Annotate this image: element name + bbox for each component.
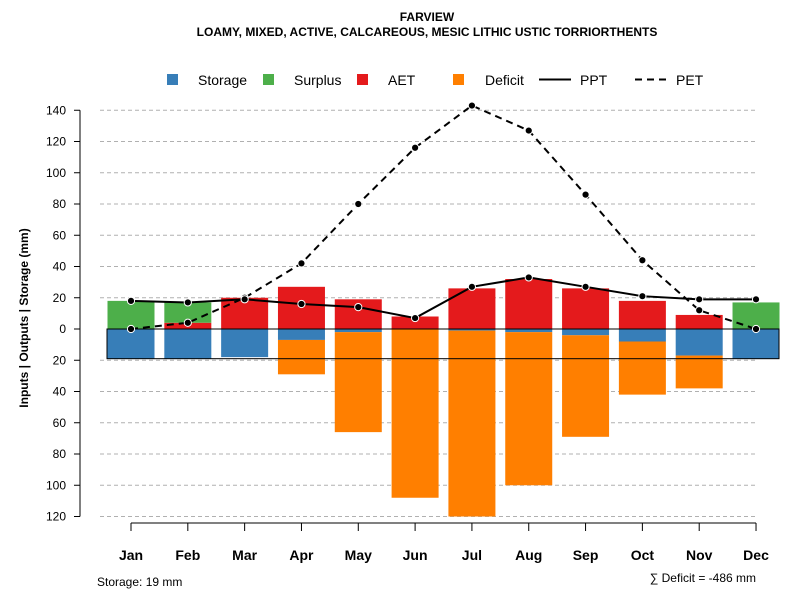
ppt-line [130, 276, 757, 320]
x-tick-label-mar: Mar [232, 547, 257, 563]
ppt-point [411, 313, 420, 323]
legend-swatch-aet [357, 74, 368, 85]
pet-point [354, 199, 363, 209]
axes: 140 120 100 80 60 40 20 0 20 40 60 80 100 120 Jan Feb Ma… [46, 103, 769, 563]
pet-point [183, 318, 192, 327]
legend-swatch-surplus [263, 74, 274, 85]
y-tick-label: 100 [46, 478, 66, 492]
ppt-point [751, 295, 761, 304]
y-tick-label: 80 [53, 447, 67, 461]
ppt-point [581, 282, 590, 291]
pet-point [638, 256, 647, 265]
x-tick-label-apr: Apr [289, 547, 314, 563]
legend-swatch-deficit [453, 74, 464, 85]
y-tick-label: 80 [53, 197, 67, 211]
x-tick-label-dec: Dec [743, 547, 769, 563]
x-tick-label-sep: Sep [573, 547, 599, 563]
y-tick-label: 20 [53, 353, 67, 367]
x-tick-label-aug: Aug [515, 547, 542, 563]
x-tick-label-oct: Oct [631, 547, 655, 563]
y-tick-label: 60 [53, 416, 67, 430]
ppt-point [183, 298, 192, 307]
deficit-bar [618, 341, 666, 395]
storage-bar [675, 329, 723, 356]
y-tick-label: 0 [59, 322, 66, 336]
ppt-point [467, 282, 477, 291]
pet-point [411, 143, 420, 152]
lines [126, 101, 761, 334]
pet-point [751, 324, 761, 334]
storage-bar [334, 329, 382, 333]
storage-bar [277, 329, 325, 340]
legend-label-ppt: PPT [580, 72, 608, 88]
ppt-point [354, 303, 363, 312]
legend-label-deficit: Deficit [485, 72, 524, 88]
aet-bar [391, 316, 439, 329]
y-tick-label: 40 [53, 385, 67, 399]
y-tick-label: 140 [46, 103, 66, 117]
storage-bar [562, 329, 610, 336]
surplus-bar [107, 300, 155, 329]
pet-line [130, 104, 757, 330]
deficit-bar [562, 335, 610, 437]
ppt-point [695, 295, 704, 304]
aet-bar [675, 314, 723, 329]
pet-point [126, 324, 136, 334]
y-tick-label: 60 [53, 228, 67, 242]
storage-bar [505, 329, 553, 333]
ppt-point [638, 292, 647, 301]
legend-label-aet: AET [388, 72, 416, 88]
storage-bar [732, 329, 780, 359]
pet-point [467, 101, 477, 110]
y-tick-label: 40 [53, 260, 67, 274]
deficit-bar [505, 332, 553, 486]
pet-point [581, 190, 590, 199]
legend-label-storage: Storage [198, 72, 247, 88]
storage-bar [448, 329, 496, 331]
x-tick-label-jul: Jul [462, 547, 482, 563]
legend: Storage Surplus AET Deficit PPT PET [167, 72, 704, 88]
ppt-point [240, 295, 249, 304]
storage-bar [221, 329, 269, 358]
x-tick-label-feb: Feb [175, 547, 200, 563]
x-tick-label-nov: Nov [686, 547, 713, 563]
legend-label-surplus: Surplus [294, 72, 341, 88]
aet-bar [562, 288, 610, 329]
legend-label-pet: PET [676, 72, 704, 88]
x-tick-label-jun: Jun [403, 547, 428, 563]
aet-bar [618, 300, 666, 329]
pet-point [297, 259, 306, 268]
legend-swatch-storage [167, 74, 178, 85]
x-tick-label-may: May [345, 547, 372, 563]
y-tick-label: 100 [46, 166, 66, 180]
deficit-bar [675, 355, 723, 389]
y-tick-label: 20 [53, 291, 67, 305]
deficit-footnote: ∑ Deficit = -486 mm [650, 571, 756, 585]
ppt-point [297, 299, 306, 309]
x-tick-label-jan: Jan [119, 547, 143, 563]
pet-point [695, 306, 704, 315]
storage-bar [164, 329, 212, 359]
ppt-point [524, 273, 533, 282]
aet-bar [505, 279, 553, 329]
chart-subtitle: LOAMY, MIXED, ACTIVE, CALCAREOUS, MESIC … [197, 25, 658, 39]
y-axis-label: Inputs | Outputs | Storage (mm) [17, 228, 31, 407]
aet-bar [448, 288, 496, 329]
storage-bar [618, 329, 666, 342]
chart-title: FARVIEW [400, 10, 455, 24]
deficit-bar [391, 329, 439, 498]
ppt-point [126, 296, 136, 305]
deficit-bar [334, 332, 382, 433]
deficit-bar [448, 330, 496, 517]
y-tick-label: 120 [46, 135, 66, 149]
deficit-bar [277, 339, 325, 375]
storage-footnote: Storage: 19 mm [97, 575, 182, 589]
storage-bar [107, 329, 155, 359]
pet-point [524, 126, 533, 135]
surplus-bar [164, 302, 212, 323]
y-tick-label: 120 [46, 510, 66, 524]
